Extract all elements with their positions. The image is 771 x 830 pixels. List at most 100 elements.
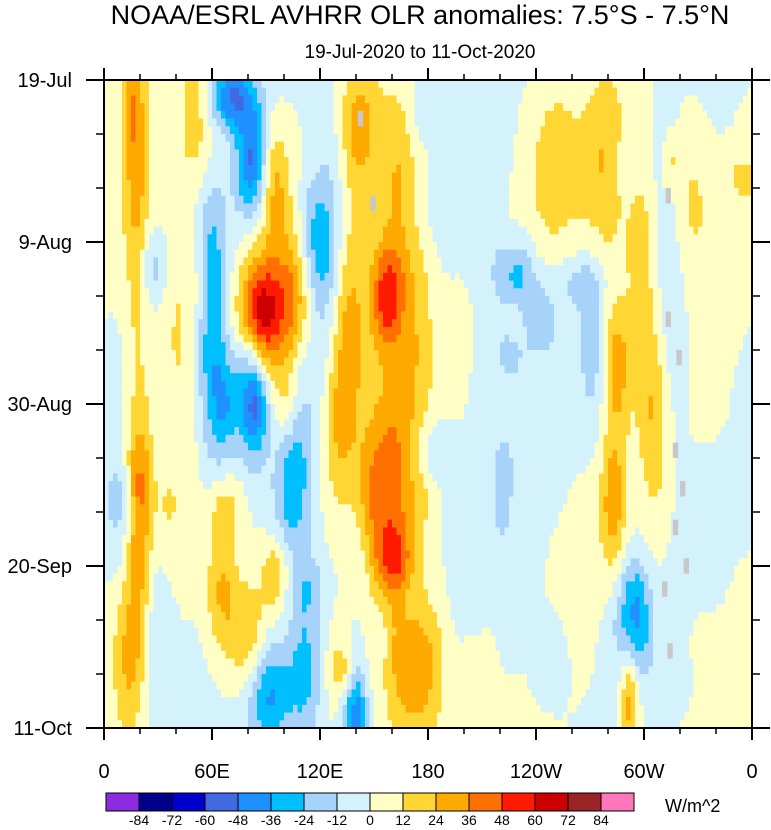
heatmap-cell <box>712 149 717 157</box>
heatmap-cell <box>239 80 244 88</box>
heatmap-cell <box>644 257 649 265</box>
heatmap-cell <box>208 342 213 350</box>
heatmap-cell <box>527 103 532 111</box>
heatmap-cell <box>185 103 190 111</box>
heatmap-cell <box>271 319 276 327</box>
heatmap-cell <box>721 134 726 142</box>
heatmap-cell <box>577 103 582 111</box>
heatmap-cell <box>527 273 532 281</box>
heatmap-cell <box>118 165 123 173</box>
heatmap-cell <box>248 196 253 204</box>
heatmap-cell <box>455 157 460 165</box>
heatmap-cell <box>536 311 541 319</box>
heatmap-cell <box>415 242 420 250</box>
heatmap-cell <box>118 173 123 181</box>
heatmap-cell <box>280 80 285 88</box>
heatmap-cell <box>518 234 523 242</box>
heatmap-cell <box>491 265 496 273</box>
heatmap-cell <box>419 342 424 350</box>
heatmap-cell <box>559 311 564 319</box>
heatmap-cell <box>145 273 150 281</box>
heatmap-cell <box>653 257 658 265</box>
heatmap-cell <box>581 188 586 196</box>
heatmap-cell <box>271 327 276 335</box>
heatmap-cell <box>356 327 361 335</box>
heatmap-cell <box>716 227 721 235</box>
heatmap-cell <box>743 273 748 281</box>
heatmap-cell <box>289 257 294 265</box>
heatmap-cell <box>536 173 541 181</box>
heatmap-cell <box>424 165 429 173</box>
heatmap-cell <box>370 188 375 196</box>
heatmap-cell <box>703 327 708 335</box>
heatmap-cell <box>608 173 613 181</box>
heatmap-cell <box>401 265 406 273</box>
heatmap-cell <box>716 281 721 289</box>
heatmap-cell <box>257 342 262 350</box>
heatmap-cell <box>653 157 658 165</box>
heatmap-cell <box>631 242 636 250</box>
heatmap-cell <box>212 288 217 296</box>
heatmap-cell <box>496 311 501 319</box>
heatmap-cell <box>514 196 519 204</box>
heatmap-cell <box>649 335 654 343</box>
heatmap-cell <box>464 134 469 142</box>
heatmap-cell <box>397 319 402 327</box>
heatmap-cell <box>406 142 411 150</box>
heatmap-cell <box>374 173 379 181</box>
heatmap-cell <box>248 203 253 211</box>
heatmap-cell <box>532 342 537 350</box>
heatmap-cell <box>550 311 555 319</box>
heatmap-cell <box>329 342 334 350</box>
heatmap-cell <box>536 288 541 296</box>
heatmap-cell <box>743 288 748 296</box>
heatmap-cell <box>307 111 312 119</box>
heatmap-cell <box>658 134 663 142</box>
heatmap-cell <box>239 95 244 103</box>
heatmap-cell <box>433 134 438 142</box>
heatmap-cell <box>212 242 217 250</box>
heatmap-cell <box>568 327 573 335</box>
heatmap-cell <box>361 211 366 219</box>
heatmap-cell <box>725 119 730 127</box>
heatmap-cell <box>509 142 514 150</box>
heatmap-cell <box>428 319 433 327</box>
heatmap-cell <box>563 250 568 258</box>
heatmap-cell <box>127 211 132 219</box>
heatmap-cell <box>734 80 739 88</box>
heatmap-cell <box>293 134 298 142</box>
heatmap-cell <box>185 196 190 204</box>
heatmap-cell <box>190 273 195 281</box>
heatmap-cell <box>460 219 465 227</box>
heatmap-cell <box>356 103 361 111</box>
heatmap-cell <box>671 319 676 327</box>
heatmap-cell <box>145 142 150 150</box>
heatmap-cell <box>635 95 640 103</box>
heatmap-cell <box>662 257 667 265</box>
heatmap-cell <box>442 273 447 281</box>
heatmap-cell <box>721 319 726 327</box>
heatmap-cell <box>554 88 559 96</box>
heatmap-cell <box>127 165 132 173</box>
heatmap-cell <box>194 250 199 258</box>
heatmap-cell <box>190 327 195 335</box>
heatmap-cell <box>568 311 573 319</box>
heatmap-cell <box>433 203 438 211</box>
heatmap-cell <box>451 119 456 127</box>
heatmap-cell <box>239 134 244 142</box>
heatmap-cell <box>451 165 456 173</box>
heatmap-cell <box>163 288 168 296</box>
heatmap-cell <box>361 273 366 281</box>
heatmap-cell <box>401 242 406 250</box>
heatmap-cell <box>383 273 388 281</box>
heatmap-cell <box>559 173 564 181</box>
heatmap-cell <box>325 319 330 327</box>
heatmap-cell <box>401 234 406 242</box>
heatmap-cell <box>707 180 712 188</box>
heatmap-cell <box>703 188 708 196</box>
heatmap-cell <box>595 188 600 196</box>
heatmap-cell <box>388 180 393 188</box>
heatmap-cell <box>392 242 397 250</box>
heatmap-cell <box>595 149 600 157</box>
heatmap-cell <box>491 242 496 250</box>
